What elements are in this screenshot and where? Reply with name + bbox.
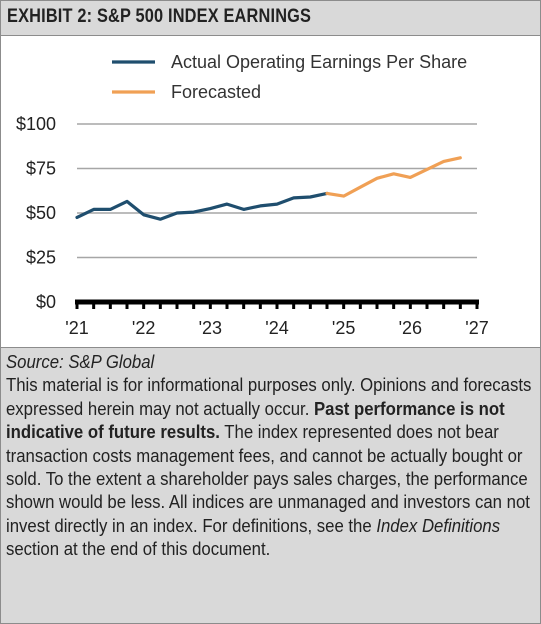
x-tick-label: '23 <box>199 318 222 338</box>
index-definitions-reference: Index Definitions <box>376 515 501 536</box>
exhibit-header: EXHIBIT 2: S&P 500 INDEX EARNINGS <box>1 1 540 36</box>
disclaimer-text-1: This material is for informational purpo… <box>6 375 532 419</box>
y-tick-label: $75 <box>26 159 56 179</box>
chart-footer: Source: S&P Global This material is for … <box>1 347 540 623</box>
x-tick-label: '27 <box>465 318 488 338</box>
line-chart: $0 $25 $50 $75 $100 '21 '22 '23 '24 '25 '26 '27 Actu… <box>16 52 489 338</box>
y-tick-label: $25 <box>26 248 56 268</box>
chart-title: EXHIBIT 2: S&P 500 INDEX EARNINGS <box>7 6 312 27</box>
legend-label-forecast: Forecasted <box>171 82 261 102</box>
legend-label-actual: Actual Operating Earnings Per Share <box>171 52 467 72</box>
disclaimer-bold-text: Past performance is not indicative of fu… <box>6 398 505 443</box>
disclaimer-text-3: section at the end of this document. <box>6 539 271 560</box>
x-tick-label: '22 <box>132 318 155 338</box>
y-tick-label: $50 <box>26 203 56 223</box>
x-tick-label: '26 <box>399 318 422 338</box>
x-tick-label: '25 <box>332 318 355 338</box>
x-tick-label: '24 <box>265 318 288 338</box>
actual-earnings-line <box>75 191 329 221</box>
footer-text: Source: S&P Global This material is for … <box>6 351 536 562</box>
forecast-line <box>325 156 462 198</box>
chart-area: $0 $25 $50 $75 $100 '21 '22 '23 '24 '25 '26 '27 Actu… <box>1 36 540 347</box>
disclaimer-text-2: The index represented does not bear tran… <box>6 422 530 536</box>
y-tick-label: $100 <box>16 114 56 134</box>
x-tick-label: '21 <box>65 318 88 338</box>
y-tick-label: $0 <box>36 292 56 312</box>
source-note: Source: S&P Global <box>6 352 155 372</box>
